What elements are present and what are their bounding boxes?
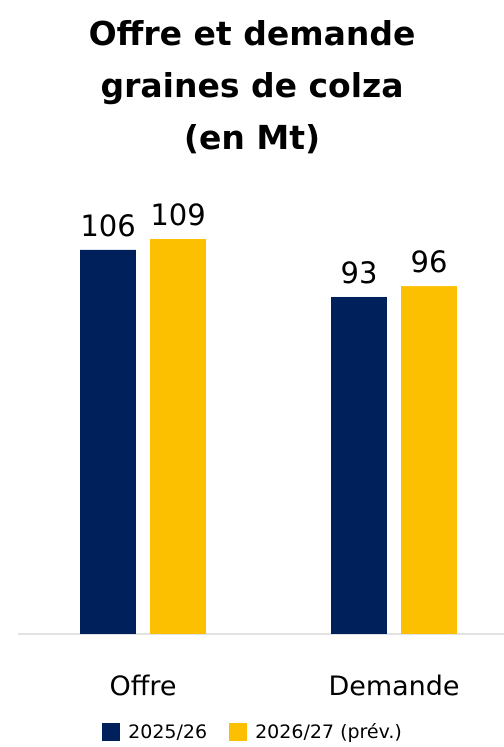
bar-offre-series-1 (80, 249, 136, 634)
data-label-demande-series-1: 93 (341, 256, 378, 290)
data-label-demande-series-2: 96 (411, 245, 448, 279)
category-label-offre: Offre (110, 671, 177, 702)
data-label-offre-series-1: 106 (80, 209, 135, 243)
legend-item-series-1: 2025/26 (102, 721, 207, 743)
chart-title-line-3: (en Mt) (183, 118, 321, 157)
legend-label-series-1: 2025/26 (128, 721, 208, 743)
legend-label-series-2: 2026/27 (prév.) (255, 721, 402, 743)
legend-swatch-series-2 (229, 723, 248, 741)
chart-legend: 2025/26 2026/27 (prév.) (0, 718, 504, 746)
chart-title-line-1: Offre et demande (88, 14, 416, 53)
chart-title-line-2: graines de colza (100, 66, 404, 105)
legend-item-series-2: 2026/27 (prév.) (229, 721, 402, 743)
legend-swatch-series-1 (102, 723, 121, 741)
chart-title: Offre et demande graines de colza (en Mt… (0, 8, 504, 164)
data-label-offre-series-2: 109 (150, 198, 205, 232)
bar-demande-series-2 (401, 286, 457, 634)
bar-offre-series-2 (150, 239, 206, 634)
category-label-demande: Demande (328, 671, 459, 702)
bar-demande-series-1 (331, 296, 387, 634)
